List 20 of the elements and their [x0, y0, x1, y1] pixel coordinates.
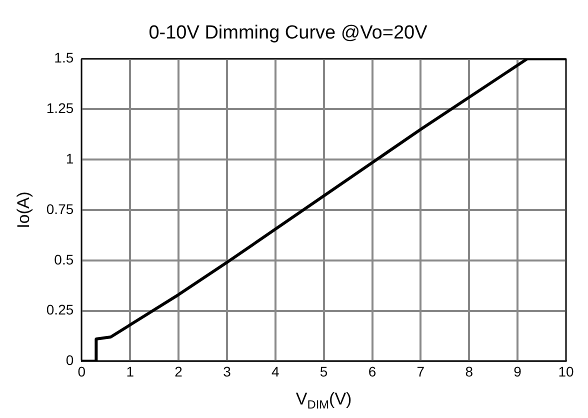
y-axis-title: Io(A) — [14, 192, 33, 228]
chart-title: 0-10V Dimming Curve @Vo=20V — [148, 22, 428, 44]
x-tick-label: 10 — [558, 363, 574, 380]
y-tick-label: 1 — [66, 150, 74, 166]
y-tick-label: 0.75 — [46, 200, 74, 217]
x-tick-label: 5 — [320, 363, 328, 380]
x-tick-label: 1 — [126, 363, 134, 380]
x-tick-label: 6 — [368, 363, 376, 380]
x-tick-label: 3 — [223, 363, 232, 380]
x-tick-label: 7 — [416, 363, 425, 380]
x-tick-label: 9 — [514, 363, 522, 380]
y-tick-label: 0 — [66, 352, 74, 368]
y-tick-label: 0.5 — [54, 251, 74, 268]
x-tick-label: 4 — [271, 363, 280, 380]
x-tick-label: 2 — [174, 363, 183, 380]
x-tick-label: 0 — [78, 363, 86, 380]
y-tick-label: 0.25 — [46, 302, 74, 318]
x-tick-label: 8 — [465, 363, 474, 380]
y-tick-label: 1.25 — [46, 100, 74, 116]
y-tick-label: 1.5 — [54, 50, 74, 66]
